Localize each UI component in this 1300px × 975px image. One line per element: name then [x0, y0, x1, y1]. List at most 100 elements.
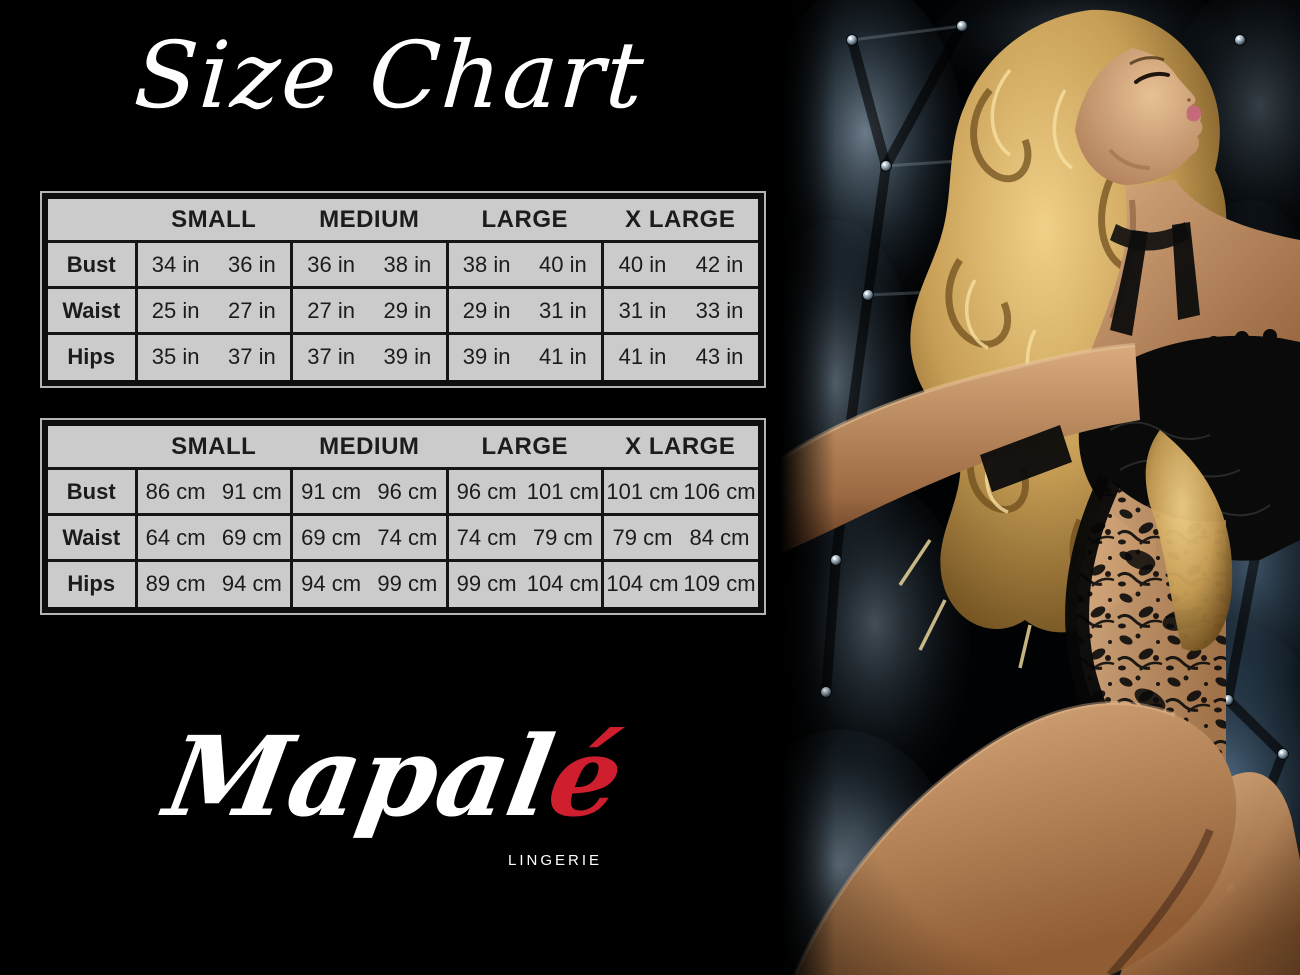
size-column-header: LARGE [447, 199, 603, 243]
size-value: 29 in [462, 297, 511, 323]
brand-logo-main: Mapal [156, 712, 563, 841]
measurement-cell: 34 in 36 in [134, 240, 292, 288]
size-value: 84 cm [689, 524, 750, 550]
size-column-header: X LARGE [602, 426, 758, 470]
size-value: 96 cm [377, 478, 438, 504]
table-row: Waist 64 cm 69 cm 69 cm 74 cm 74 cm 79 c… [48, 513, 758, 561]
table-row: Waist 25 in 27 in 27 in 29 in 29 in 31 i… [48, 286, 758, 334]
size-value: 91 cm [301, 478, 362, 504]
size-value: 106 cm [683, 478, 756, 504]
measurement-cell: 86 cm 91 cm [134, 467, 292, 515]
size-column-header: MEDIUM [291, 426, 447, 470]
size-value: 99 cm [377, 571, 438, 597]
measurement-cell: 25 in 27 in [134, 286, 292, 334]
size-value: 74 cm [377, 524, 438, 550]
corner-cell [48, 199, 136, 243]
size-column-header: SMALL [136, 199, 292, 243]
size-value: 91 cm [221, 478, 282, 504]
measurement-cell: 39 in 41 in [445, 332, 603, 380]
size-value: 39 in [462, 344, 511, 370]
size-value: 64 cm [145, 524, 206, 550]
size-value: 69 cm [301, 524, 362, 550]
size-value: 74 cm [456, 524, 517, 550]
size-value: 41 in [539, 344, 587, 370]
measurement-cell: 35 in 37 in [134, 332, 292, 380]
model-photo [780, 0, 1300, 975]
table-row: Hips 89 cm 94 cm 94 cm 99 cm 99 cm 104 c… [48, 559, 758, 607]
measurement-cell: 36 in 38 in [290, 240, 447, 288]
size-value: 109 cm [683, 571, 756, 597]
measurement-cell: 101 cm 106 cm [601, 467, 758, 515]
measurement-cell: 38 in 40 in [445, 240, 603, 288]
size-value: 96 cm [456, 478, 517, 504]
size-value: 41 in [618, 344, 667, 370]
row-label: Bust [48, 467, 136, 515]
measurement-cell: 74 cm 79 cm [445, 513, 603, 561]
size-value: 86 cm [145, 478, 206, 504]
size-value: 42 in [695, 251, 744, 277]
photo-vignette [780, 0, 1300, 975]
photo-left-blend [780, 0, 835, 975]
size-value: 25 in [151, 297, 200, 323]
size-table-inches: SMALL MEDIUM LARGE X LARGE Bust 34 in 36… [40, 191, 766, 388]
size-value: 29 in [383, 297, 432, 323]
measurement-cell: 41 in 43 in [601, 332, 758, 380]
size-value: 34 in [151, 251, 200, 277]
brand-logo-script: Mapalé [157, 712, 633, 841]
size-value: 35 in [151, 344, 200, 370]
size-value: 39 in [383, 344, 432, 370]
size-table-centimeters: SMALL MEDIUM LARGE X LARGE Bust 86 cm 91… [40, 418, 766, 615]
measurement-cell: 27 in 29 in [290, 286, 447, 334]
measurement-cell: 31 in 33 in [601, 286, 758, 334]
size-value: 101 cm [526, 478, 599, 504]
row-label: Waist [48, 286, 136, 334]
size-value: 99 cm [456, 571, 517, 597]
size-value: 33 in [695, 297, 744, 323]
size-value: 31 in [539, 297, 587, 323]
size-value: 104 cm [606, 571, 679, 597]
size-value: 38 in [383, 251, 432, 277]
size-value: 37 in [307, 344, 355, 370]
measurement-cell: 99 cm 104 cm [445, 559, 603, 607]
header-row: SMALL MEDIUM LARGE X LARGE [48, 199, 758, 243]
size-value: 36 in [307, 251, 355, 277]
row-label: Waist [48, 513, 136, 561]
page-title: Size Chart [131, 22, 649, 129]
measurement-cell: 29 in 31 in [445, 286, 603, 334]
size-value: 27 in [307, 297, 355, 323]
row-label: Bust [48, 240, 136, 288]
measurement-cell: 37 in 39 in [290, 332, 447, 380]
row-label: Hips [48, 332, 136, 380]
size-value: 94 cm [301, 571, 362, 597]
size-column-header: SMALL [136, 426, 292, 470]
size-column-header: MEDIUM [291, 199, 447, 243]
measurement-cell: 64 cm 69 cm [134, 513, 292, 561]
size-value: 43 in [695, 344, 744, 370]
brand-logo: Mapalé LINGERIE [150, 712, 670, 882]
measurement-cell: 69 cm 74 cm [290, 513, 447, 561]
size-value: 40 in [618, 251, 667, 277]
size-value: 69 cm [221, 524, 282, 550]
size-column-header: LARGE [447, 426, 603, 470]
header-row: SMALL MEDIUM LARGE X LARGE [48, 426, 758, 470]
size-value: 101 cm [606, 478, 679, 504]
measurement-cell: 40 in 42 in [601, 240, 758, 288]
measurement-cell: 89 cm 94 cm [134, 559, 292, 607]
size-value: 38 in [462, 251, 511, 277]
table-row: Bust 86 cm 91 cm 91 cm 96 cm 96 cm 101 c… [48, 467, 758, 515]
brand-logo-subtitle: LINGERIE [508, 852, 603, 869]
size-value: 89 cm [145, 571, 206, 597]
table-row: Bust 34 in 36 in 36 in 38 in 38 in 40 in… [48, 240, 758, 288]
row-label: Hips [48, 559, 136, 607]
measurement-cell: 94 cm 99 cm [290, 559, 447, 607]
size-value: 40 in [539, 251, 587, 277]
size-value: 79 cm [532, 524, 593, 550]
measurement-cell: 104 cm 109 cm [601, 559, 758, 607]
size-value: 31 in [618, 297, 667, 323]
size-value: 27 in [228, 297, 276, 323]
size-value: 36 in [228, 251, 276, 277]
measurement-cell: 96 cm 101 cm [445, 467, 603, 515]
corner-cell [48, 426, 136, 470]
size-value: 79 cm [612, 524, 673, 550]
